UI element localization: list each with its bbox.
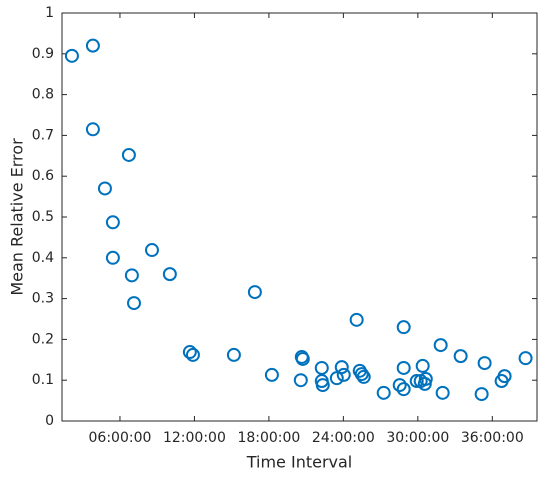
point (409, 374, 424, 389)
point (453, 349, 468, 364)
point (121, 147, 136, 162)
x-tick-label: 30:00:00 (386, 430, 449, 446)
point (435, 385, 450, 400)
point (474, 387, 489, 402)
point (396, 360, 411, 375)
point (497, 369, 512, 384)
point (126, 296, 141, 311)
y-tick-label: 0 (45, 413, 54, 429)
point (396, 382, 411, 397)
point (247, 285, 262, 300)
point (477, 356, 492, 371)
point (105, 250, 120, 265)
point (185, 347, 200, 362)
point (518, 351, 533, 366)
point (85, 38, 100, 53)
point (293, 373, 308, 388)
y-tick-label: 0.6 (32, 168, 54, 184)
x-axis-label: Time Interval (246, 453, 353, 472)
point (334, 360, 349, 375)
y-tick-label: 0.4 (32, 250, 54, 266)
point (97, 181, 112, 196)
point (85, 122, 100, 137)
point (182, 345, 197, 360)
point (314, 360, 329, 375)
point (264, 367, 279, 382)
y-tick-label: 0.9 (32, 46, 54, 62)
x-tick-label: 36:00:00 (461, 430, 524, 446)
y-tick-label: 0.7 (32, 127, 54, 143)
point (64, 48, 79, 63)
y-tick-label: 0.8 (32, 87, 54, 103)
point (376, 385, 391, 400)
x-tick-label: 18:00:00 (237, 430, 300, 446)
point (354, 367, 369, 382)
point (415, 358, 430, 373)
y-axis-label: Mean Relative Error (8, 138, 27, 296)
point (162, 267, 177, 282)
x-tick-label: 12:00:00 (163, 430, 226, 446)
point (356, 369, 371, 384)
point (315, 378, 330, 393)
y-tick-label: 0.1 (32, 372, 54, 388)
point (392, 378, 407, 393)
point (349, 312, 364, 327)
point (433, 338, 448, 353)
point (418, 371, 433, 386)
point (396, 320, 411, 335)
point (124, 268, 139, 283)
y-tick-label: 0.5 (32, 209, 54, 225)
y-tick-label: 1 (45, 5, 54, 21)
y-tick-label: 0.2 (32, 331, 54, 347)
point (105, 215, 120, 230)
point (144, 243, 159, 258)
point (226, 347, 241, 362)
point (295, 351, 310, 366)
x-tick-label: 24:00:00 (312, 430, 375, 446)
point (329, 371, 344, 386)
point (417, 376, 432, 391)
x-tick-label: 06:00:00 (89, 430, 152, 446)
point (336, 367, 351, 382)
y-tick-label: 0.3 (32, 291, 54, 307)
